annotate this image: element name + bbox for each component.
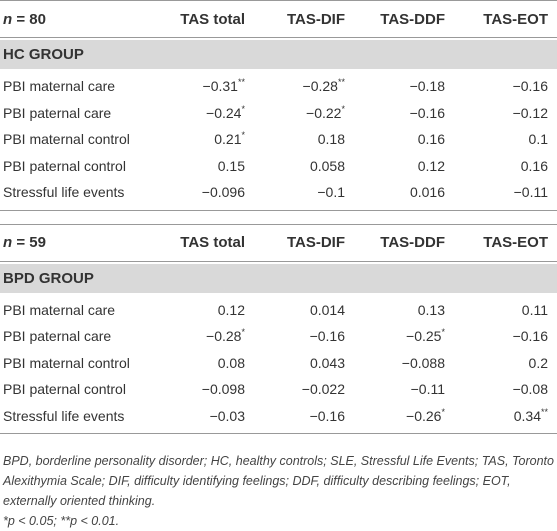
significance-mark: **: [540, 406, 548, 417]
value-cell: 0.014: [309, 301, 345, 318]
group-label: BPD GROUP: [0, 263, 557, 293]
value-cell: −0.22*: [306, 103, 345, 121]
value-cell: 0.21*: [214, 130, 245, 148]
header-cell: n = 80: [3, 10, 46, 28]
significance-mark: *: [441, 406, 445, 417]
value-cell: 0.15: [217, 157, 245, 174]
value-cell: −0.08: [512, 381, 548, 398]
significance-mark: *: [441, 327, 445, 338]
row-label: PBI paternal care: [3, 328, 112, 345]
row-label: PBI maternal control: [3, 354, 130, 371]
value-cell: −0.16: [512, 328, 548, 345]
data-row: PBI maternal care −0.31** −0.28** −0.18 −0.1…: [0, 73, 557, 100]
value-cell: −0.16: [409, 104, 445, 121]
data-row: PBI maternal control 0.21* 0.18 0.16 0.1: [0, 126, 557, 153]
value-cell: −0.022: [301, 381, 345, 398]
header-cell: TAS-DDF: [380, 10, 445, 28]
header-cell: n = 59: [3, 234, 46, 251]
row-label: PBI maternal care: [3, 78, 116, 95]
data-row: PBI paternal care −0.28* −0.16 −0.25* −0.16: [0, 323, 557, 350]
header-row: n = 80 TAS total TAS-DIF TAS-DDF TAS-EOT: [0, 0, 557, 38]
value-cell: −0.1: [317, 184, 345, 201]
sample-n: n: [3, 234, 13, 251]
value-cell: −0.28**: [302, 77, 345, 95]
value-cell: 0.016: [409, 184, 445, 201]
significance-mark: **: [337, 77, 345, 88]
value-cell: −0.18: [409, 78, 445, 95]
value-cell: 0.1: [528, 131, 548, 148]
header-cell: TAS-DIF: [286, 10, 345, 28]
header-cell: TAS-DIF: [286, 234, 345, 251]
value-cell: −0.098: [201, 381, 245, 398]
value-cell: −0.28*: [206, 327, 245, 345]
value-cell: −0.16: [512, 78, 548, 95]
value-cell: −0.11: [513, 184, 548, 201]
value-cell: 0.08: [217, 354, 245, 371]
significance-mark: *: [241, 327, 245, 338]
significance-mark: *: [241, 130, 245, 141]
data-row: PBI maternal control 0.08 0.043 −0.088 0.2: [0, 350, 557, 377]
data-row: Stressful life events −0.03 −0.16 −0.26* 0.3…: [0, 403, 557, 430]
value-cell: −0.16: [309, 407, 345, 424]
data-row: Stressful life events −0.096 −0.1 0.016 −0.1…: [0, 179, 557, 206]
footnote: *p < 0.05; **p < 0.01.: [3, 514, 120, 528]
value-cell: 0.11: [521, 301, 548, 318]
table-section: n = 80 TAS total TAS-DIF TAS-DDF TAS-EOT HC G…: [0, 0, 557, 211]
header-cell: TAS total: [180, 10, 245, 28]
significance-mark: *: [341, 103, 345, 114]
footnote: BPD, borderline personality disorder; HC…: [3, 454, 554, 508]
value-cell: −0.11: [410, 381, 445, 398]
value-cell: 0.12: [417, 157, 445, 174]
row-label: PBI paternal control: [3, 157, 126, 174]
value-cell: −0.24*: [206, 103, 245, 121]
data-row: PBI maternal care 0.12 0.014 0.13 0.11: [0, 297, 557, 324]
value-cell: 0.16: [520, 157, 548, 174]
row-label: PBI maternal care: [3, 301, 116, 318]
header-row: n = 59 TAS total TAS-DIF TAS-DDF TAS-EOT: [0, 223, 557, 262]
table-section: n = 59 TAS total TAS-DIF TAS-DDF TAS-EOT BPD …: [0, 223, 557, 434]
significance-mark: *: [241, 103, 245, 114]
row-label: PBI paternal control: [3, 381, 126, 398]
row-label: Stressful life events: [3, 184, 125, 201]
value-cell: −0.25*: [406, 327, 445, 345]
value-cell: 0.043: [309, 354, 345, 371]
value-cell: 0.12: [217, 301, 245, 318]
row-label: PBI maternal control: [3, 131, 130, 148]
significance-mark: **: [237, 77, 245, 88]
value-cell: 0.16: [417, 131, 445, 148]
value-cell: 0.058: [309, 157, 345, 174]
header-cell: TAS-EOT: [483, 234, 548, 251]
value-cell: −0.16: [309, 328, 345, 345]
header-cell: TAS total: [180, 234, 245, 251]
data-row: PBI paternal care −0.24* −0.22* −0.16 −0.12: [0, 100, 557, 127]
header-cell: TAS-DDF: [380, 234, 445, 251]
data-row: PBI paternal control 0.15 0.058 0.12 0.16: [0, 153, 557, 180]
value-cell: 0.34**: [513, 406, 548, 424]
value-cell: 0.13: [417, 301, 445, 318]
value-cell: −0.31**: [202, 77, 245, 95]
value-cell: 0.2: [528, 354, 548, 371]
group-label: HC GROUP: [0, 40, 557, 69]
row-label: PBI paternal care: [3, 104, 112, 121]
data-row: PBI paternal control −0.098 −0.022 −0.11 −0.…: [0, 376, 557, 403]
value-cell: −0.096: [201, 184, 245, 201]
value-cell: −0.26*: [406, 406, 445, 424]
row-label: Stressful life events: [3, 407, 125, 424]
value-cell: −0.03: [209, 407, 245, 424]
sample-n: n: [3, 10, 13, 28]
header-cell: TAS-EOT: [483, 10, 548, 28]
value-cell: 0.18: [317, 131, 345, 148]
value-cell: −0.12: [512, 104, 548, 121]
value-cell: −0.088: [401, 354, 445, 371]
